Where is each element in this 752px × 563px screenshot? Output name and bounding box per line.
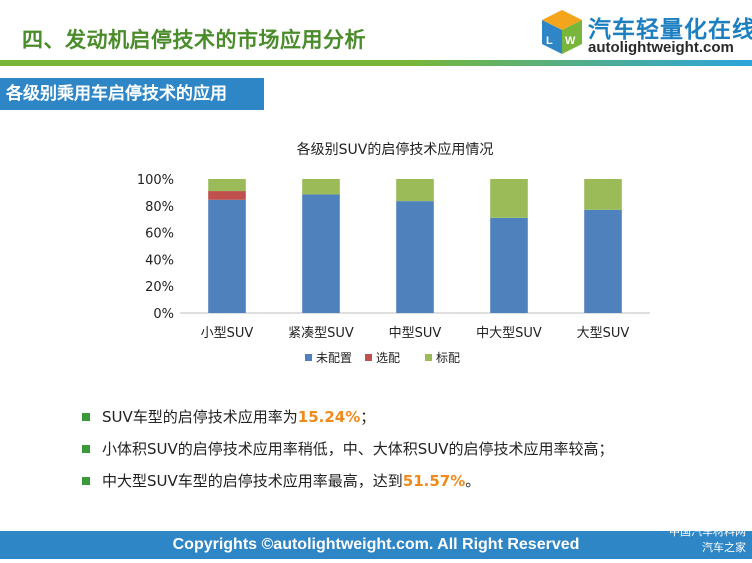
bullet-text: 小体积SUV的启停技术应用率稍低，中、大体积SUV的启停技术应用率较高；: [102, 440, 614, 458]
svg-text:W: W: [565, 35, 576, 47]
bar-segment: [396, 201, 434, 313]
x-tick-label: 中型SUV: [389, 326, 442, 341]
page-title: 四、发动机启停技术的市场应用分析: [22, 28, 366, 52]
square-bullet-icon: [82, 445, 90, 453]
x-tick-label: 紧凑型SUV: [288, 326, 354, 341]
title-underline: [0, 60, 752, 66]
bar-segment: [302, 194, 340, 313]
legend-label: 未配置: [316, 351, 352, 365]
y-tick-label: 0%: [153, 307, 174, 322]
bar-segment: [584, 209, 622, 313]
legend-swatch: [305, 354, 312, 361]
legend-label: 标配: [436, 351, 460, 365]
bullet-tail: ；: [360, 408, 376, 426]
y-tick-label: 40%: [145, 253, 174, 268]
bullet-highlight: 51.57%: [402, 472, 466, 490]
footer-watermark: 中国汽车材料网 汽车之家: [636, 524, 746, 556]
bullet-text: SUV车型的启停技术应用率为: [102, 408, 298, 426]
bullet-tail: 。: [465, 472, 481, 490]
logo-url: autolightweight.com: [588, 39, 734, 56]
square-bullet-icon: [82, 413, 90, 421]
bullet-text: 中大型SUV车型的启停技术应用率最高，达到: [102, 472, 403, 490]
x-tick-label: 中大型SUV: [476, 326, 542, 341]
logo-cube-icon: L W: [542, 10, 582, 54]
y-tick-label: 60%: [145, 227, 174, 242]
x-tick-label: 小型SUV: [201, 326, 254, 341]
chart-title: 各级别SUV的启停技术应用情况: [297, 141, 494, 158]
bullet-item: 中大型SUV车型的启停技术应用率最高，达到51.57%。: [80, 469, 740, 501]
x-tick-label: 大型SUV: [577, 326, 630, 341]
footer-copyright: Copyrights ©autolightweight.com. All Rig…: [0, 531, 752, 559]
bar-segment: [490, 217, 528, 313]
bar-segment: [490, 179, 528, 218]
y-tick-label: 80%: [145, 200, 174, 215]
bullet-item: 小体积SUV的启停技术应用率稍低，中、大体积SUV的启停技术应用率较高；: [80, 437, 740, 469]
bar-segment: [396, 179, 434, 202]
stacked-bar-chart: 各级别SUV的启停技术应用情况 0% 20% 40% 60% 80% 100% 小型SUV 紧…: [137, 141, 650, 365]
bar-segment: [302, 179, 340, 195]
bar-segment: [208, 199, 246, 313]
footer-watermark-line: 中国汽车材料网: [669, 525, 746, 538]
bar-segment: [208, 179, 246, 192]
legend-swatch: [425, 354, 432, 361]
svg-text:L: L: [546, 35, 553, 47]
bar-segment: [208, 191, 246, 200]
legend-label: 选配: [376, 351, 400, 365]
bullet-list: SUV车型的启停技术应用率为15.24%； 小体积SUV的启停技术应用率稍低，中…: [80, 405, 740, 501]
y-tick-label: 20%: [145, 280, 174, 295]
logo-text: 汽车轻量化在线: [588, 17, 752, 43]
footer-watermark-line: 汽车之家: [702, 541, 746, 554]
bullet-item: SUV车型的启停技术应用率为15.24%；: [80, 405, 740, 437]
square-bullet-icon: [82, 477, 90, 485]
section-header: 各级别乘用车启停技术的应用: [0, 78, 264, 110]
brand-logo: L W 汽车轻量化在线 autolightweight.com: [540, 6, 752, 58]
bar-segment: [584, 179, 622, 210]
bullet-highlight: 15.24%: [297, 408, 361, 426]
y-tick-label: 100%: [137, 173, 174, 188]
legend-swatch: [365, 354, 372, 361]
